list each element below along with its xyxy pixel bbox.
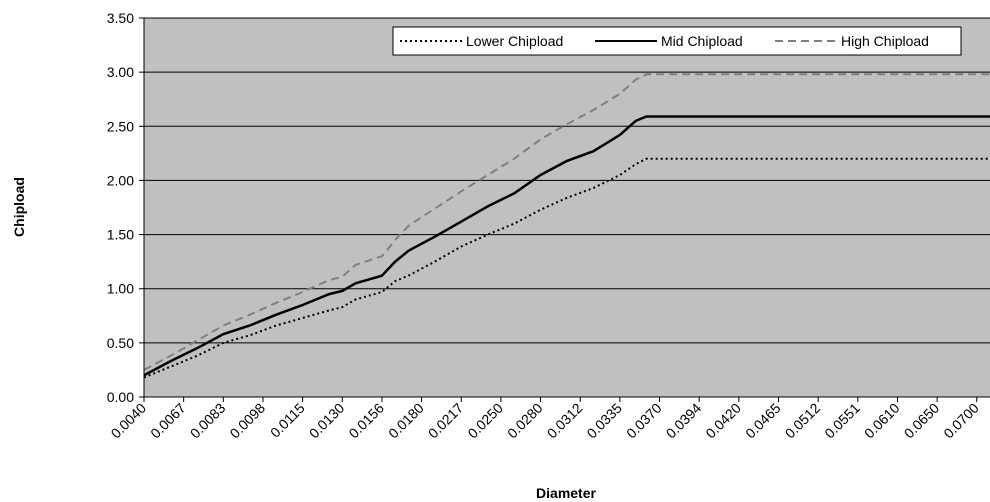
legend: Lower Chipload Mid Chipload High Chipload [392, 26, 962, 56]
x-tick-label: 0.0335 [583, 400, 625, 442]
y-tick-label: 3.00 [107, 64, 134, 80]
legend-label: High Chipload [841, 33, 929, 49]
legend-label: Mid Chipload [661, 33, 743, 49]
x-tick-label: 0.0280 [504, 400, 546, 442]
x-axis-title: Diameter [536, 485, 596, 501]
x-tick-label: 0.0312 [544, 400, 586, 442]
x-tick-label: 0.0115 [267, 400, 308, 441]
x-tick-label: 0.0551 [821, 400, 863, 442]
x-tick-label: 0.0394 [663, 400, 705, 442]
legend-label: Lower Chipload [466, 33, 563, 49]
series-line-mid-chipload [143, 115, 990, 377]
x-tick-label: 0.0700 [940, 400, 982, 442]
y-axis-title: Chipload [11, 177, 27, 237]
x-tick-label: 0.0217 [425, 400, 467, 442]
y-tick-label: 0.50 [107, 335, 134, 351]
y-tick-label: 1.00 [107, 281, 134, 297]
x-tick-label: 0.0420 [702, 400, 744, 442]
x-tick-labels: 0.00400.00670.00830.00980.01150.01300.01… [108, 397, 982, 442]
x-tick-label: 0.0250 [464, 400, 506, 442]
gridlines [144, 17, 990, 344]
x-tick-label: 0.0180 [385, 400, 427, 442]
x-tick-label: 0.0067 [147, 400, 189, 442]
legend-box [392, 26, 962, 56]
x-tick-label: 0.0465 [742, 400, 784, 442]
x-tick-label: 0.0083 [187, 400, 229, 442]
plot-area [144, 18, 990, 397]
y-tick-label: 2.50 [107, 118, 134, 134]
series-line-lower-chipload [143, 157, 990, 379]
x-tick-label: 0.0130 [306, 400, 348, 442]
y-tick-label: 3.50 [107, 10, 134, 26]
x-tick-label: 0.0512 [782, 400, 824, 442]
y-tick-label: 1.50 [107, 227, 134, 243]
y-tick-label: 0.00 [107, 389, 134, 405]
y-tick-labels: 0.00 0.50 1.00 1.50 2.00 2.50 3.00 3.50 [107, 10, 144, 405]
x-tick-label: 0.0370 [623, 400, 665, 442]
x-tick-label: 0.0610 [861, 400, 903, 442]
series-layer [143, 73, 990, 379]
y-tick-label: 2.00 [107, 172, 134, 188]
x-tick-label: 0.0098 [226, 400, 268, 442]
x-tick-label: 0.0650 [901, 400, 943, 442]
x-tick-label: 0.0156 [345, 400, 387, 442]
x-tick-label: 0.0040 [108, 400, 150, 442]
